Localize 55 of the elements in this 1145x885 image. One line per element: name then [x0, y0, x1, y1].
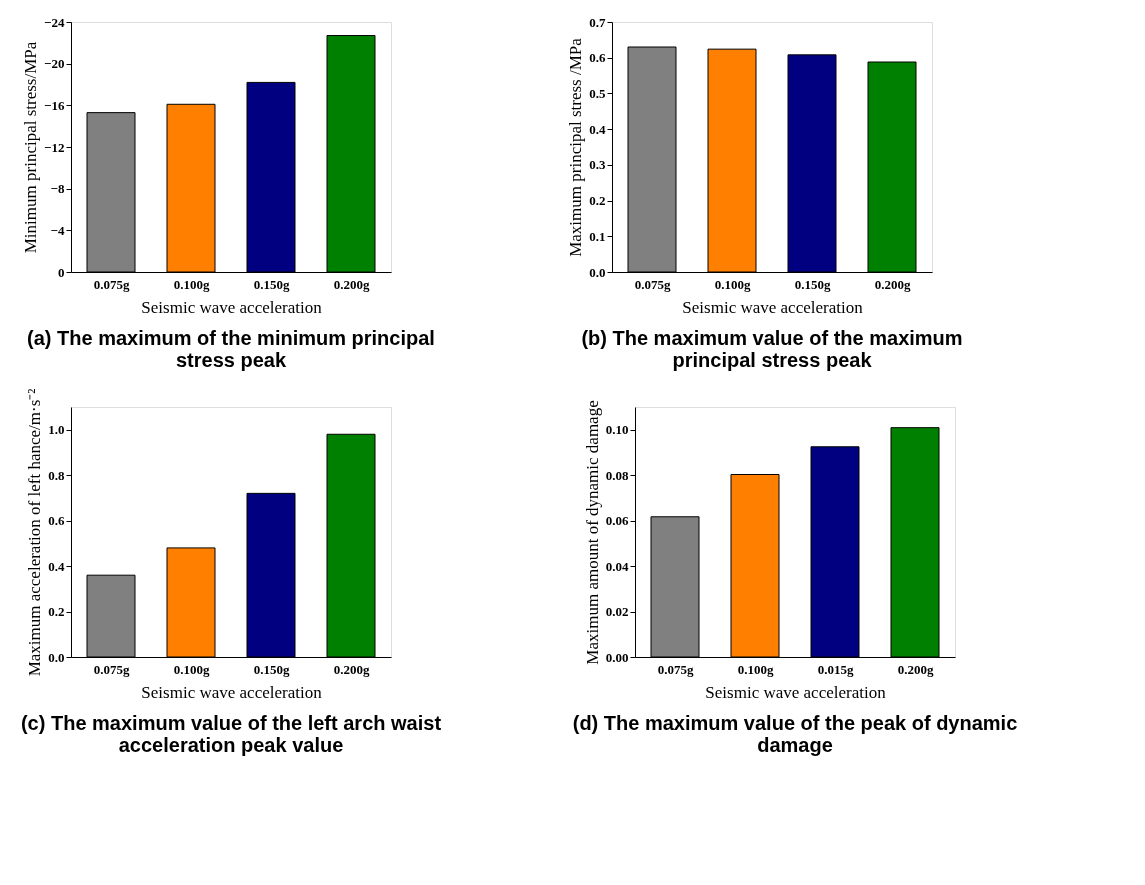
y-tick-label: 1.0	[48, 422, 65, 438]
x-tick-label: 0.100g	[173, 661, 210, 677]
y-tick-label: 0	[58, 264, 65, 280]
y-tick-label: 0.0	[48, 649, 65, 665]
y-tick-label: −12	[44, 139, 65, 155]
y-axis-title: Maximum acceleration of left hance/m·s⁻²	[25, 388, 45, 677]
x-tick-label: 0.100g	[714, 276, 751, 292]
y-tick-label: 0.4	[589, 121, 606, 137]
x-tick-label: 0.200g	[874, 276, 911, 292]
y-tick-label: 0.8	[48, 467, 65, 483]
y-tick-label: 0.02	[605, 604, 629, 620]
y-tick-label: 0.5	[589, 85, 606, 101]
y-tick-label: 0.08	[605, 467, 629, 483]
x-axis-title: Seismic wave acceleration	[141, 682, 323, 702]
y-axis-title: Maximum principal stress /MPa	[566, 37, 586, 257]
y-tick-label: 0.04	[605, 558, 629, 574]
x-tick-label: 0.075g	[93, 661, 130, 677]
y-tick-label: 0.1	[589, 228, 606, 244]
x-tick-label: 0.200g	[897, 661, 934, 677]
y-tick-label: 0.3	[589, 157, 606, 173]
y-tick-label: −16	[44, 97, 65, 113]
x-axis-title: Seismic wave acceleration	[141, 297, 323, 317]
text: (c) The maximum value of the left arch waist acceleration peak value	[20, 712, 442, 756]
x-axis-title: Seismic wave acceleration	[682, 297, 864, 317]
x-tick-label: 0.075g	[657, 661, 694, 677]
x-tick-label: 0.200g	[333, 276, 370, 292]
x-tick-label: 0.075g	[93, 276, 130, 292]
y-tick-label: 0.6	[48, 513, 65, 529]
y-tick-label: 0.06	[605, 513, 629, 529]
y-tick-label: 0.2	[48, 604, 65, 620]
x-tick-label: 0.015g	[817, 661, 854, 677]
y-tick-label: 0.7	[589, 14, 606, 30]
text: (b) The maximum value of the maximum principal stress peak	[581, 327, 963, 371]
y-tick-label: 0.00	[605, 649, 629, 665]
y-tick-label: −4	[50, 222, 65, 238]
y-tick-label: −8	[50, 181, 65, 197]
x-tick-label: 0.100g	[737, 661, 774, 677]
y-axis-title: Minimum principal stress/MPa	[21, 41, 41, 254]
x-tick-label: 0.150g	[794, 276, 831, 292]
x-tick-label: 0.075g	[634, 276, 671, 292]
x-axis-title: Seismic wave acceleration	[705, 682, 887, 702]
y-tick-label: 0.4	[48, 558, 65, 574]
x-tick-label: 0.200g	[333, 661, 370, 677]
y-tick-label: 0.2	[589, 193, 606, 209]
y-tick-label: −24	[44, 14, 65, 30]
x-tick-label: 0.100g	[173, 276, 210, 292]
text: (d) The maximum value of the peak of dynamic damage	[572, 712, 1018, 756]
y-tick-label: −20	[44, 56, 65, 72]
y-tick-label: 0.6	[589, 50, 606, 66]
x-tick-label: 0.150g	[253, 661, 290, 677]
y-axis-title: Maximum amount of dynamic damage	[582, 400, 602, 665]
y-tick-label: 0.0	[589, 264, 606, 280]
y-tick-label: 0.10	[605, 422, 629, 438]
text: (a) The maximum of the minimum principal stress peak	[27, 327, 435, 371]
x-tick-label: 0.150g	[253, 276, 290, 292]
